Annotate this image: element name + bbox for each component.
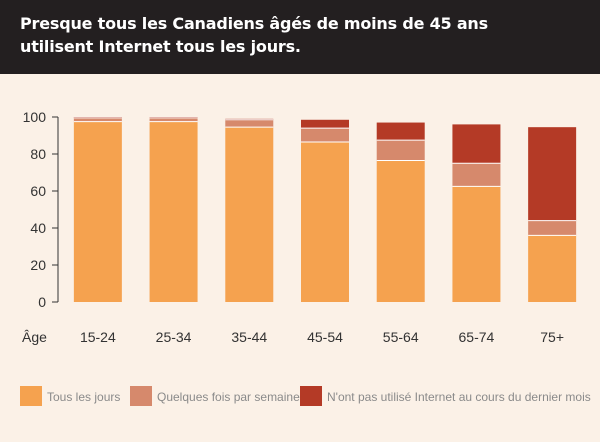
bar-segment — [452, 186, 501, 302]
legend-swatch — [300, 386, 322, 406]
bar-segment — [225, 119, 274, 128]
stacked-bar-chart: 0 20 40 60 80 100 Âge 15-24 25-34 35-44 45-54 55-… — [20, 109, 591, 406]
bar-segment — [301, 141, 349, 302]
legend-swatch — [20, 386, 42, 406]
legend-swatch — [130, 386, 152, 406]
chart-title-line-2: utilisent Internet tous les jours. — [20, 37, 301, 56]
x-tick-label: 45-54 — [307, 329, 343, 345]
x-tick-label: 35-44 — [231, 329, 267, 345]
legend: Tous les jours Quelques fois par semaine N… — [20, 386, 591, 406]
bar-segment — [376, 122, 425, 141]
title-banner: Presque tous les Canadiens âgés de moins… — [0, 0, 600, 74]
bar-segment — [73, 117, 122, 122]
x-tick-label: 75+ — [540, 329, 564, 345]
bar-segment — [149, 117, 198, 122]
bar-segment — [452, 163, 501, 187]
chart-panel: 0 20 40 60 80 100 Âge 15-24 25-34 35-44 45-54 55-… — [0, 74, 600, 442]
bar-segment — [376, 160, 425, 302]
bar-segment — [528, 127, 577, 221]
y-tick-label: 80 — [30, 146, 46, 162]
bar-segment — [376, 140, 425, 161]
legend-label: Tous les jours — [47, 390, 120, 404]
y-tick-label: 60 — [30, 183, 46, 199]
bar-segment — [301, 119, 349, 129]
bar-segment — [452, 124, 501, 164]
legend-label: N'ont pas utilisé Internet au cours du d… — [327, 390, 591, 404]
bar-segment — [149, 121, 198, 302]
y-tick-label: 20 — [30, 257, 46, 273]
chart-title-line-1: Presque tous les Canadiens âgés de moins… — [20, 14, 488, 33]
x-tick-label: 65-74 — [459, 329, 495, 345]
y-tick-label: 40 — [30, 220, 46, 236]
x-tick-label: 55-64 — [383, 329, 419, 345]
bar-segment — [528, 220, 577, 236]
bars — [73, 117, 577, 302]
y-axis: 0 20 40 60 80 100 — [23, 109, 59, 310]
x-axis: Âge 15-24 25-34 35-44 45-54 55-64 65-74 75+ — [22, 329, 564, 345]
y-tick-label: 0 — [38, 294, 46, 310]
bar-segment — [528, 235, 577, 302]
bar-segment — [301, 128, 349, 142]
x-tick-label: 25-34 — [156, 329, 192, 345]
x-axis-label: Âge — [22, 329, 47, 345]
legend-label: Quelques fois par semaine — [157, 390, 300, 404]
bar-segment — [225, 127, 274, 302]
x-tick-label: 15-24 — [80, 329, 116, 345]
y-tick-label: 100 — [23, 109, 47, 125]
bar-segment — [73, 121, 122, 302]
